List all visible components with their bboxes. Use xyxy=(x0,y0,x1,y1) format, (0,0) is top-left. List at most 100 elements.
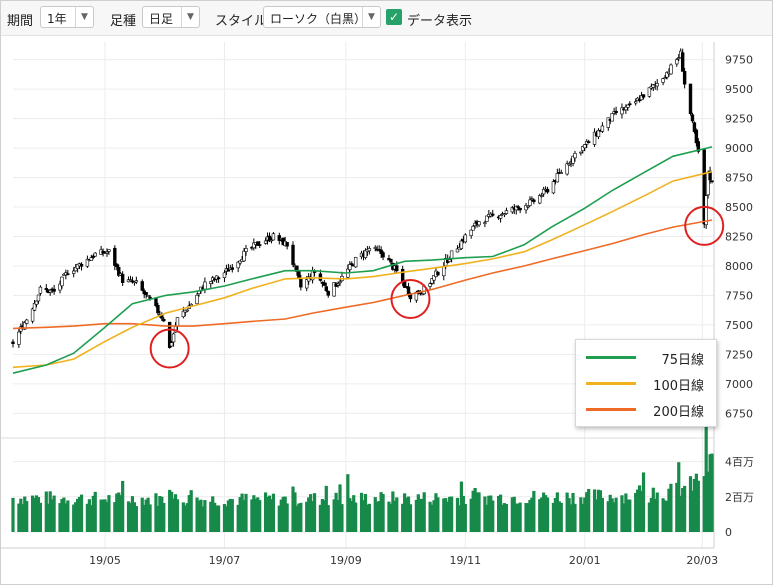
footfall-label: 足種 xyxy=(110,14,137,29)
candle xyxy=(60,276,64,289)
volume-bar xyxy=(121,480,125,532)
candle xyxy=(291,241,295,268)
candle xyxy=(162,317,166,323)
volume-bar xyxy=(624,493,628,532)
candle-body xyxy=(269,239,274,242)
candle-body xyxy=(600,125,605,132)
candle-body xyxy=(545,189,550,193)
candle xyxy=(310,266,315,284)
candle-body xyxy=(432,275,436,281)
volume-bar xyxy=(502,503,507,532)
volume-bar xyxy=(708,454,712,532)
volume-bar xyxy=(93,491,97,532)
volume-bar xyxy=(297,503,301,532)
volume-bar xyxy=(594,499,599,532)
price-tick-label: 9500 xyxy=(725,83,753,96)
candle xyxy=(326,290,330,298)
candle-body xyxy=(655,83,659,87)
candle-body xyxy=(502,213,507,216)
candle xyxy=(226,263,231,272)
candle xyxy=(545,186,550,194)
volume-bar xyxy=(614,497,618,532)
data-display-label[interactable]: データ表示 xyxy=(407,14,473,29)
candle-body xyxy=(332,282,336,297)
candle-body xyxy=(710,180,714,183)
volume-bar xyxy=(162,502,166,532)
candle xyxy=(389,258,393,266)
volume-bar xyxy=(17,503,21,532)
candle-body xyxy=(641,94,646,98)
candle-body xyxy=(373,247,377,249)
volume-bar xyxy=(514,503,518,532)
candle xyxy=(373,245,377,252)
volume-bar xyxy=(293,492,297,532)
period-select[interactable]: 1年 ▼ xyxy=(40,6,94,28)
candle xyxy=(156,302,160,316)
candle xyxy=(624,104,628,114)
candle xyxy=(502,213,507,218)
volume-bar xyxy=(485,504,489,532)
volume-bar xyxy=(600,497,604,532)
style-select[interactable]: ローソク（白黒） ▼ xyxy=(263,6,381,28)
volume-bar xyxy=(258,500,262,532)
candle xyxy=(694,128,699,147)
volume-bar xyxy=(238,497,242,532)
volume-bar xyxy=(649,497,653,532)
candle xyxy=(58,280,62,294)
candle-body xyxy=(113,247,117,266)
volume-bar xyxy=(213,502,217,532)
volume-bar xyxy=(702,476,706,532)
candle-body xyxy=(115,263,119,268)
legend-item-100day: 100日線 xyxy=(576,373,716,394)
data-display-checkbox[interactable]: ✓ xyxy=(386,9,402,25)
candle xyxy=(455,245,460,253)
candle-body xyxy=(66,273,70,276)
volume-bar xyxy=(432,500,436,532)
volume-bar xyxy=(404,497,409,532)
volume-bar xyxy=(128,502,133,532)
candle-body xyxy=(267,235,272,242)
volume-bar xyxy=(669,483,673,532)
volume-bar xyxy=(579,497,583,532)
candle-body xyxy=(291,244,295,265)
candle xyxy=(252,238,256,251)
candle xyxy=(79,262,84,271)
volume-bar xyxy=(30,495,35,532)
volume-bar xyxy=(681,488,685,532)
volume-bar xyxy=(448,496,452,532)
volume-bar xyxy=(367,503,371,532)
candle xyxy=(528,196,532,207)
volume-bar xyxy=(291,486,295,532)
candle xyxy=(428,282,432,290)
candle xyxy=(269,237,274,244)
candle-body xyxy=(60,276,64,287)
candle xyxy=(222,270,227,283)
volume-bar xyxy=(491,500,495,532)
candle-body xyxy=(263,240,268,244)
price-chart[interactable]: 6750 7000 7250 7500 7750 8000 8250 8500 8750 9000… xyxy=(1,36,772,584)
volume-bar xyxy=(21,504,25,532)
candle-body xyxy=(93,252,97,257)
volume-bar xyxy=(518,502,522,532)
candle xyxy=(581,145,585,154)
volume-bar xyxy=(620,495,624,532)
footfall-select[interactable]: 日足 ▼ xyxy=(142,6,200,28)
candle xyxy=(363,248,368,260)
candle xyxy=(25,318,29,325)
candle-body xyxy=(11,341,15,344)
candle xyxy=(348,261,352,273)
footfall-value: 日足 xyxy=(149,12,174,26)
candle-body xyxy=(185,309,189,312)
volume-bar xyxy=(661,498,665,532)
candle-body xyxy=(571,155,575,164)
candle-body xyxy=(526,205,530,208)
volume-bar xyxy=(309,494,313,532)
volume-bar xyxy=(185,503,189,532)
volume-bar xyxy=(587,488,591,532)
candle xyxy=(230,264,235,273)
volume-bar xyxy=(23,496,27,532)
candle-body xyxy=(579,151,583,154)
candle xyxy=(551,179,556,195)
candle-body xyxy=(30,308,35,322)
legend-swatch-200day xyxy=(586,408,636,411)
